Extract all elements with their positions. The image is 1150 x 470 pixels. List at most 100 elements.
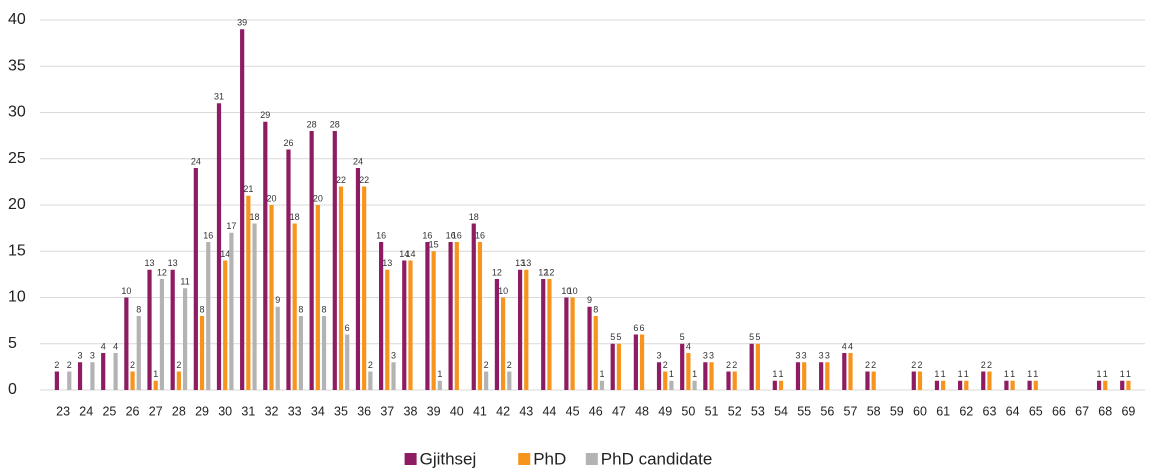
bar <box>599 380 605 390</box>
x-tick-label: 68 <box>1098 404 1112 418</box>
x-tick-label: 27 <box>149 404 163 418</box>
data-label: 1 <box>1103 369 1108 379</box>
data-label: 4 <box>113 341 118 351</box>
data-label: 3 <box>78 351 83 361</box>
y-tick-label: 5 <box>8 335 17 352</box>
bar <box>292 223 297 390</box>
data-label: 39 <box>237 18 247 28</box>
data-label: 3 <box>795 351 800 361</box>
legend-swatch <box>518 453 531 465</box>
bar <box>663 371 668 390</box>
bar <box>570 297 575 390</box>
bar <box>639 334 645 390</box>
x-tick-label: 46 <box>589 404 603 418</box>
data-label: 9 <box>275 295 280 305</box>
bar <box>703 362 708 390</box>
x-tick-label: 45 <box>566 404 580 418</box>
x-tick-label: 32 <box>265 404 279 418</box>
x-tick-label: 67 <box>1075 404 1089 418</box>
bar <box>391 362 396 390</box>
data-label: 16 <box>446 230 456 240</box>
bar <box>848 353 853 390</box>
x-tick-label: 37 <box>380 404 394 418</box>
data-label: 16 <box>452 230 462 240</box>
data-label: 3 <box>825 351 830 361</box>
data-label: 13 <box>521 258 531 268</box>
x-tick-label: 55 <box>797 404 811 418</box>
data-label: 2 <box>987 360 992 370</box>
data-label: 24 <box>191 156 201 166</box>
data-label: 3 <box>657 351 662 361</box>
data-label: 24 <box>353 156 363 166</box>
data-label: 20 <box>313 193 323 203</box>
bar <box>564 297 569 390</box>
data-label: 1 <box>958 369 963 379</box>
data-label: 3 <box>703 351 708 361</box>
bar <box>170 269 175 390</box>
data-label: 13 <box>145 258 155 268</box>
x-tick-label: 36 <box>357 404 371 418</box>
x-tick-label: 60 <box>913 404 927 418</box>
bar <box>749 343 754 390</box>
x-tick-label: 61 <box>936 404 950 418</box>
x-tick-label: 30 <box>218 404 232 418</box>
bar <box>136 316 141 390</box>
x-tick-label: 62 <box>959 404 973 418</box>
bar <box>587 306 592 390</box>
bar <box>795 362 801 390</box>
data-label: 21 <box>243 184 253 194</box>
data-label: 1 <box>964 369 969 379</box>
bar <box>934 380 940 390</box>
data-label: 22 <box>359 175 369 185</box>
x-tick-label: 23 <box>56 404 70 418</box>
bar <box>246 195 251 390</box>
data-label: 1 <box>1033 369 1038 379</box>
data-label: 1 <box>437 369 442 379</box>
bar <box>1010 380 1015 390</box>
bar <box>298 316 303 390</box>
data-label: 1 <box>599 369 604 379</box>
data-label: 5 <box>749 332 754 342</box>
data-label: 8 <box>298 304 303 314</box>
bar <box>345 334 350 390</box>
bar <box>917 371 923 390</box>
bar <box>182 288 188 390</box>
bar <box>332 131 337 390</box>
bar <box>240 29 245 390</box>
data-label: 2 <box>507 360 512 370</box>
bar <box>315 205 320 390</box>
x-tick-label: 39 <box>427 404 441 418</box>
data-label: 20 <box>267 193 277 203</box>
legend-label: PhD candidate <box>601 449 713 468</box>
legend-label: PhD <box>533 449 566 468</box>
data-label: 8 <box>593 304 598 314</box>
bar <box>355 168 361 390</box>
bar <box>286 149 291 390</box>
data-label: 8 <box>322 304 327 314</box>
x-tick-label: 41 <box>473 404 487 418</box>
bar <box>147 269 152 390</box>
x-tick-label: 38 <box>404 404 418 418</box>
bar <box>425 242 430 390</box>
data-label: 1 <box>153 369 158 379</box>
bar <box>494 279 500 390</box>
data-label: 5 <box>680 332 685 342</box>
data-label: 12 <box>538 267 548 277</box>
bar <box>448 242 453 390</box>
y-tick-label: 25 <box>8 150 26 167</box>
data-label: 14 <box>399 249 409 259</box>
bar <box>90 362 95 390</box>
data-label: 26 <box>283 138 293 148</box>
x-tick-label: 66 <box>1052 404 1066 418</box>
bar <box>726 371 731 390</box>
bar <box>67 371 72 390</box>
data-label: 18 <box>290 212 300 222</box>
bar <box>541 279 546 390</box>
bar <box>130 371 135 390</box>
data-label: 13 <box>515 258 525 268</box>
data-label: 10 <box>121 286 131 296</box>
x-tick-label: 47 <box>612 404 626 418</box>
data-label: 2 <box>732 360 737 370</box>
bar <box>958 380 963 390</box>
bar <box>454 242 459 390</box>
